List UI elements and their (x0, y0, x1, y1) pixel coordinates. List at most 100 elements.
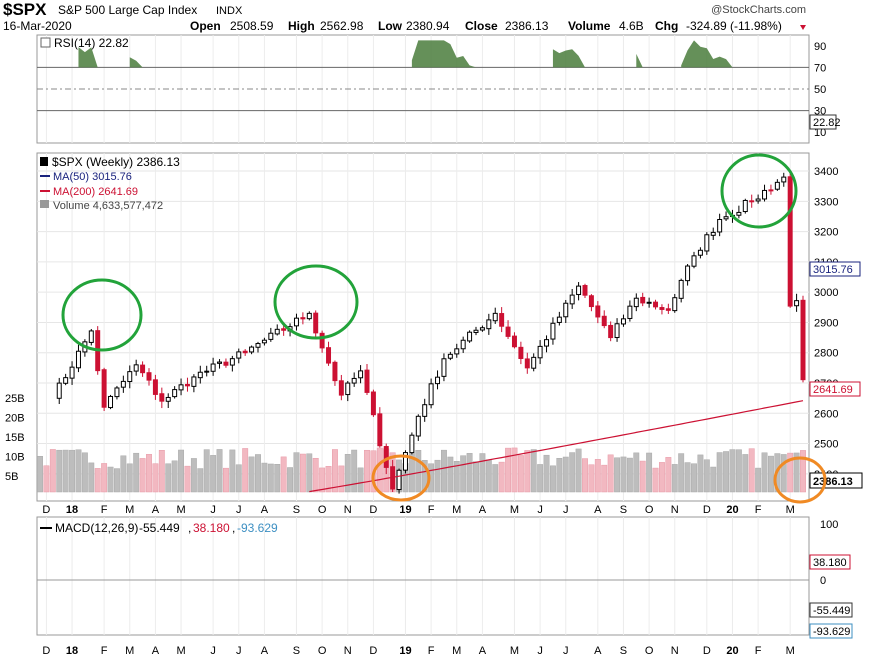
volume-bar (755, 467, 762, 493)
volume-bar (492, 464, 499, 493)
price-tick: 3000 (814, 287, 838, 299)
open-value: 2508.59 (230, 19, 274, 33)
chg-label: Chg (655, 19, 678, 33)
candle-body (511, 335, 517, 348)
volume-tick: 25B (5, 393, 25, 405)
macd-tick: 100 (820, 519, 838, 531)
x-tick: F (755, 504, 762, 516)
candle-body (140, 364, 146, 374)
x-tick: A (152, 645, 160, 657)
highlight-sep2018-top (273, 264, 359, 340)
volume-bar (306, 453, 313, 493)
x-tick: D (703, 504, 711, 516)
x-tick: S (293, 504, 300, 516)
candle-body (665, 308, 671, 311)
ma50-last-text: 3015.76 (813, 264, 853, 276)
candle-body (165, 396, 171, 402)
x-tick: D (703, 645, 711, 657)
volume-bar (453, 461, 460, 493)
volume-bar (793, 452, 800, 493)
candle-body (441, 358, 447, 377)
candle-body (653, 301, 659, 308)
candle-body (396, 469, 402, 491)
volume-bar (537, 464, 544, 493)
candle-body (217, 361, 223, 364)
price-tick: 3400 (814, 166, 838, 178)
x-tick: J (210, 645, 216, 657)
rsi-last-text: 22.82 (813, 117, 841, 129)
price-tick: 2500 (814, 439, 838, 451)
rsi-tick: 50 (814, 84, 826, 96)
volume-bar (524, 450, 531, 493)
x-tick: A (261, 645, 269, 657)
volume-tick: 10B (5, 452, 25, 464)
volume-bar (293, 452, 300, 493)
candle-body (774, 181, 780, 190)
candle-body (313, 312, 319, 334)
candle-body (672, 297, 678, 312)
candle-body (563, 302, 569, 318)
candle-body (120, 380, 126, 388)
candle-body (704, 234, 710, 252)
x-tick: M (452, 645, 461, 657)
candle-body (319, 332, 325, 349)
x-tick: J (563, 645, 569, 657)
candle-body (364, 369, 370, 393)
candle-body (620, 318, 626, 325)
candle-body (640, 296, 646, 304)
volume-bar (75, 449, 82, 493)
x-tick: 19 (399, 645, 411, 657)
x-tick: M (786, 645, 795, 657)
candle-body (249, 346, 255, 353)
x-tick: N (344, 504, 352, 516)
candle-body (531, 356, 537, 369)
ma200-line (309, 400, 804, 493)
volume-bar (197, 468, 204, 493)
volume-bar (549, 465, 556, 493)
volume-bar (639, 460, 646, 493)
x-tick: D (42, 645, 50, 657)
volume-bar (62, 449, 69, 493)
volume-bar (473, 461, 479, 493)
volume-bar (607, 454, 614, 493)
candle-body (101, 369, 107, 408)
comma-1: , (188, 521, 191, 535)
candle-body (242, 350, 248, 354)
volume-bar (658, 462, 665, 493)
candle-body (261, 339, 267, 344)
volume-bar (120, 455, 127, 493)
volume-bar (646, 452, 653, 493)
volume-bar (184, 465, 191, 493)
candle-body (678, 279, 684, 299)
volume-bar (287, 467, 294, 493)
volume-bar (466, 453, 473, 493)
volume-bar (767, 455, 774, 493)
candle-body (191, 376, 197, 387)
volume-bar (364, 449, 370, 493)
high-label: High (288, 19, 315, 33)
volume-bar (88, 462, 95, 493)
macd-legend-label: MACD(12,26,9) (55, 521, 138, 535)
x-tick: F (755, 645, 762, 657)
x-tick: J (210, 504, 216, 516)
x-tick: O (318, 504, 327, 516)
volume-bar (748, 448, 755, 493)
volume-tick: 20B (5, 413, 25, 425)
volume-bar (165, 463, 172, 493)
rsi-tick: 10 (814, 127, 826, 139)
candle-body (229, 358, 235, 366)
volume-bar (761, 452, 768, 493)
candle-body (537, 345, 543, 359)
x-tick: 18 (66, 645, 78, 657)
x-tick: M (176, 504, 185, 516)
close-last-text: 2386.13 (813, 476, 853, 488)
x-tick: S (620, 645, 627, 657)
hist-last-text: -93.629 (813, 626, 850, 638)
down-arrow-icon (800, 25, 806, 30)
volume-bar (710, 466, 717, 493)
macd-tick: 0 (820, 575, 826, 587)
candle-body (768, 189, 774, 192)
volume-bar (671, 464, 678, 493)
macd-legend-macd: -55.449 (139, 521, 180, 535)
low-value: 2380.94 (406, 19, 450, 33)
